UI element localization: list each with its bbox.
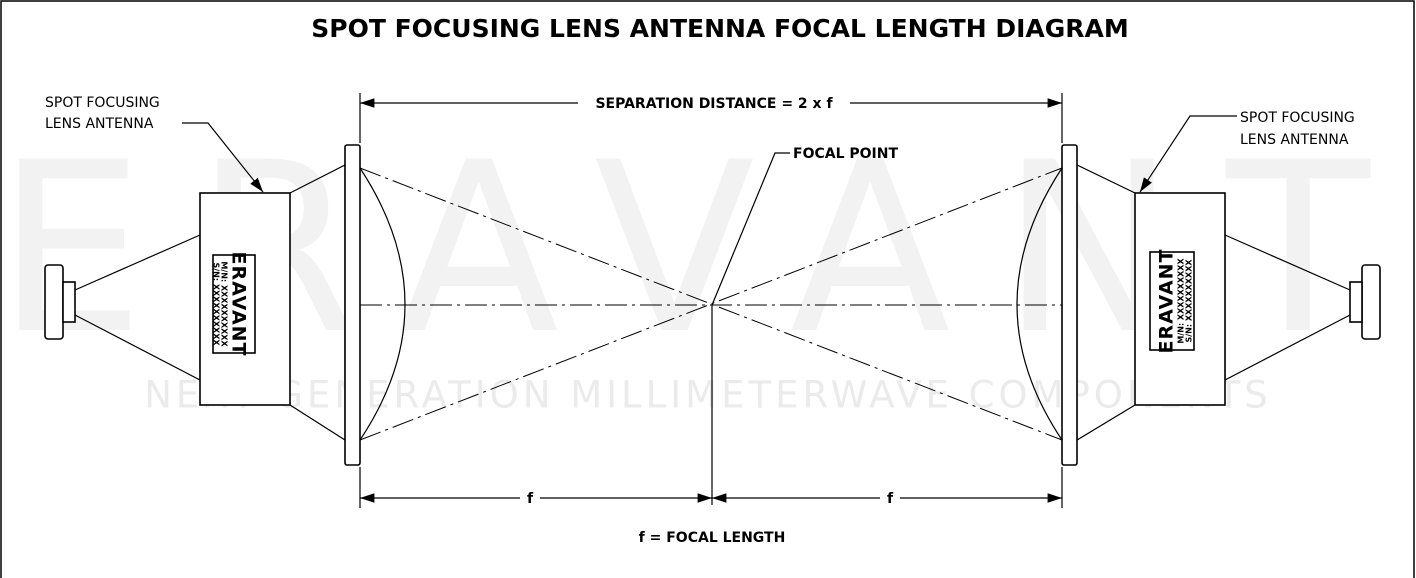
left-antenna [44, 144, 406, 466]
tag-serial: S/N: XXXXXXXXXX [1185, 259, 1194, 343]
tag-model: M/N: XXXXXXXXXX [220, 261, 229, 347]
tag-model: M/N: XXXXXXXXXX [1177, 258, 1186, 344]
right-antenna-label: LENS ANTENNA [1240, 132, 1349, 148]
focal-point-label: FOCAL POINT [793, 146, 898, 162]
watermark-tagline: NEXT GENERATION MILLIMETERWAVE COMPONENT… [144, 374, 1272, 417]
beam-lines [359, 167, 1063, 505]
legend: f = FOCAL LENGTH [639, 530, 786, 546]
tag-brand: ERAVANT [1156, 248, 1178, 353]
f-label: f [527, 491, 534, 507]
left-antenna-label: SPOT FOCUSING [45, 95, 160, 111]
tag-serial: S/N: XXXXXXXXXX [212, 262, 221, 346]
right-antenna-label: SPOT FOCUSING [1240, 110, 1355, 126]
tag-right: ERAVANT M/N: XXXXXXXXXX S/N: XXXXXXXXXX [1156, 248, 1194, 353]
focal-leader [711, 152, 790, 306]
tag-brand: ERAVANT [228, 251, 250, 356]
dimensions [359, 93, 1063, 508]
left-antenna-label: LENS ANTENNA [45, 116, 154, 132]
left-leader [182, 122, 264, 193]
right-leader [1139, 115, 1237, 193]
tag-left: ERAVANT M/N: XXXXXXXXXX S/N: XXXXXXXXXX [212, 251, 250, 356]
separation-label: SEPARATION DISTANCE = 2 x f [595, 96, 833, 112]
title: SPOT FOCUSING LENS ANTENNA FOCAL LENGTH … [311, 14, 1128, 43]
f-label: f [887, 491, 894, 507]
